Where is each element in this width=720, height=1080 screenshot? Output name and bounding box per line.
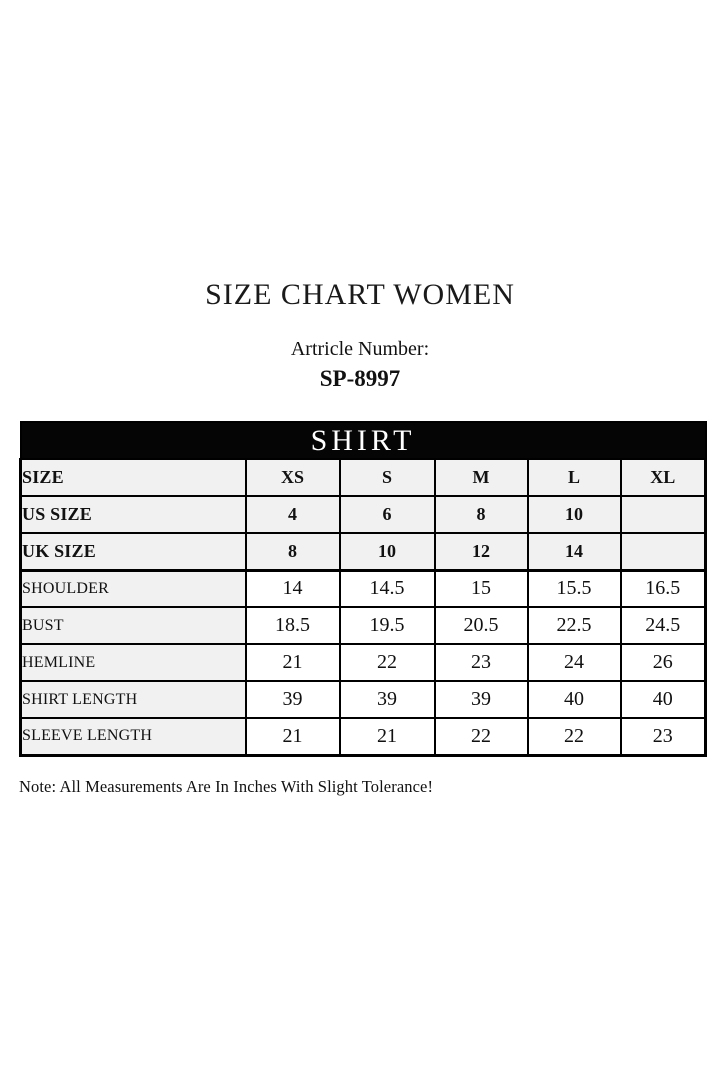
table-cell: 24 [526, 643, 622, 682]
table-row-shoulder: SHOULDER 14 14.5 15 15.5 16.5 [19, 569, 707, 608]
table-cell: 40 [619, 680, 707, 719]
table-cell: 21 [244, 717, 341, 757]
table-row-bust: BUST 18.5 19.5 20.5 22.5 24.5 [19, 606, 707, 645]
table-cell: 4 [244, 495, 341, 534]
table-cell: 8 [244, 532, 341, 572]
measurement-note: Note: All Measurements Are In Inches Wit… [19, 776, 434, 796]
table-cell: 21 [338, 717, 436, 757]
table-row-size: SIZE XS S M L XL [19, 458, 707, 497]
table-cell: S [338, 458, 436, 497]
table-cell: 39 [338, 680, 436, 719]
table-row-us-size: US SIZE 4 6 8 10 [19, 495, 707, 534]
table-row-hemline: HEMLINE 21 22 23 24 26 [19, 643, 707, 682]
table-cell: 20.5 [433, 606, 529, 645]
table-banner-title: SHIRT [19, 421, 707, 460]
size-chart-table: SHIRT SIZE XS S M L XL US SIZE 4 6 8 10 … [19, 421, 707, 757]
table-row-sleeve-length: SLEEVE LENGTH 21 21 22 22 23 [19, 717, 707, 757]
row-label: SHOULDER [19, 569, 247, 608]
table-cell: 23 [433, 643, 529, 682]
row-label: SLEEVE LENGTH [19, 717, 247, 757]
table-cell: 39 [244, 680, 341, 719]
table-cell: 6 [338, 495, 436, 534]
table-cell: 26 [619, 643, 707, 682]
table-row-shirt-length: SHIRT LENGTH 39 39 39 40 40 [19, 680, 707, 719]
table-cell: 16.5 [619, 569, 707, 608]
page-title: SIZE CHART WOMEN [205, 278, 515, 311]
row-label: SHIRT LENGTH [19, 680, 247, 719]
table-cell: XS [244, 458, 341, 497]
table-cell: L [526, 458, 622, 497]
row-label: BUST [19, 606, 247, 645]
table-cell: 22.5 [526, 606, 622, 645]
table-cell: 18.5 [244, 606, 341, 645]
row-label: UK SIZE [19, 532, 247, 572]
table-cell: 22 [433, 717, 529, 757]
table-cell: 22 [338, 643, 436, 682]
table-cell: 10 [526, 495, 622, 534]
table-cell: 19.5 [338, 606, 436, 645]
table-cell: M [433, 458, 529, 497]
table-cell: 23 [619, 717, 707, 757]
table-cell: 15.5 [526, 569, 622, 608]
table-cell: 8 [433, 495, 529, 534]
table-cell: 24.5 [619, 606, 707, 645]
row-label: US SIZE [19, 495, 247, 534]
row-label: SIZE [19, 458, 247, 497]
article-number-label: Artricle Number: [290, 338, 430, 360]
row-label: HEMLINE [19, 643, 247, 682]
table-cell: 12 [433, 532, 529, 572]
table-banner-row: SHIRT [19, 421, 707, 460]
table-cell: 40 [526, 680, 622, 719]
table-cell: 14 [526, 532, 622, 572]
article-number-value: SP-8997 [319, 366, 401, 391]
table-cell: 14.5 [338, 569, 436, 608]
table-cell [619, 495, 707, 534]
table-cell: 15 [433, 569, 529, 608]
table-cell: 39 [433, 680, 529, 719]
table-cell: 22 [526, 717, 622, 757]
table-cell: XL [619, 458, 707, 497]
table-row-uk-size: UK SIZE 8 10 12 14 [19, 532, 707, 572]
table-cell: 21 [244, 643, 341, 682]
table-cell: 10 [338, 532, 436, 572]
table-cell [619, 532, 707, 572]
table-cell: 14 [244, 569, 341, 608]
